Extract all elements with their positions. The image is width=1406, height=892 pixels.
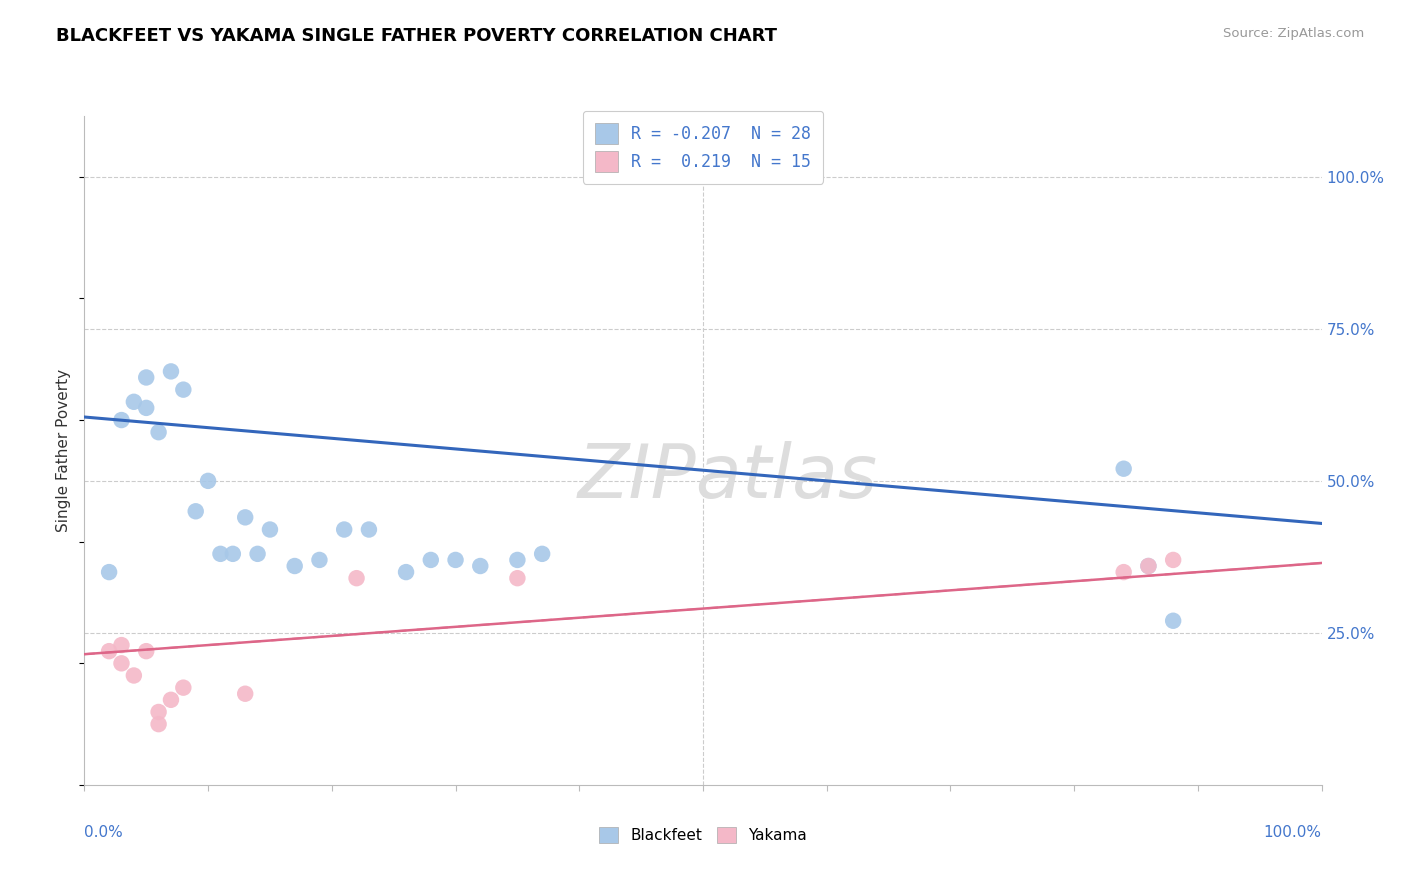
- Point: [135, 644, 157, 658]
- Text: 100.0%: 100.0%: [1264, 825, 1322, 840]
- Point: [308, 553, 330, 567]
- Point: [184, 504, 207, 518]
- Point: [110, 413, 132, 427]
- Point: [98, 565, 121, 579]
- Point: [148, 705, 170, 719]
- Point: [197, 474, 219, 488]
- Point: [148, 425, 170, 440]
- Point: [98, 644, 121, 658]
- Point: [284, 559, 307, 574]
- Point: [395, 565, 418, 579]
- Point: [506, 553, 529, 567]
- Point: [346, 571, 368, 585]
- Point: [259, 523, 281, 537]
- Point: [1112, 461, 1135, 475]
- Point: [233, 687, 256, 701]
- Point: [1112, 565, 1135, 579]
- Point: [135, 401, 157, 415]
- Y-axis label: Single Father Poverty: Single Father Poverty: [56, 369, 72, 532]
- Text: BLACKFEET VS YAKAMA SINGLE FATHER POVERTY CORRELATION CHART: BLACKFEET VS YAKAMA SINGLE FATHER POVERT…: [56, 27, 778, 45]
- Legend: Blackfeet, Yakama: Blackfeet, Yakama: [592, 820, 814, 851]
- Point: [233, 510, 256, 524]
- Point: [506, 571, 529, 585]
- Point: [246, 547, 269, 561]
- Text: ZIPatlas: ZIPatlas: [578, 442, 877, 513]
- Point: [531, 547, 554, 561]
- Point: [172, 383, 194, 397]
- Point: [172, 681, 194, 695]
- Point: [135, 370, 157, 384]
- Point: [1137, 559, 1160, 574]
- Point: [148, 717, 170, 731]
- Text: 0.0%: 0.0%: [84, 825, 124, 840]
- Point: [122, 668, 145, 682]
- Point: [444, 553, 467, 567]
- Point: [1161, 553, 1184, 567]
- Point: [1161, 614, 1184, 628]
- Point: [470, 559, 492, 574]
- Point: [110, 657, 132, 671]
- Point: [160, 364, 183, 378]
- Point: [209, 547, 232, 561]
- Text: Source: ZipAtlas.com: Source: ZipAtlas.com: [1223, 27, 1364, 40]
- Point: [419, 553, 441, 567]
- Point: [357, 523, 380, 537]
- Point: [333, 523, 356, 537]
- Point: [160, 693, 183, 707]
- Point: [1137, 559, 1160, 574]
- Point: [110, 638, 132, 652]
- Point: [222, 547, 245, 561]
- Point: [122, 394, 145, 409]
